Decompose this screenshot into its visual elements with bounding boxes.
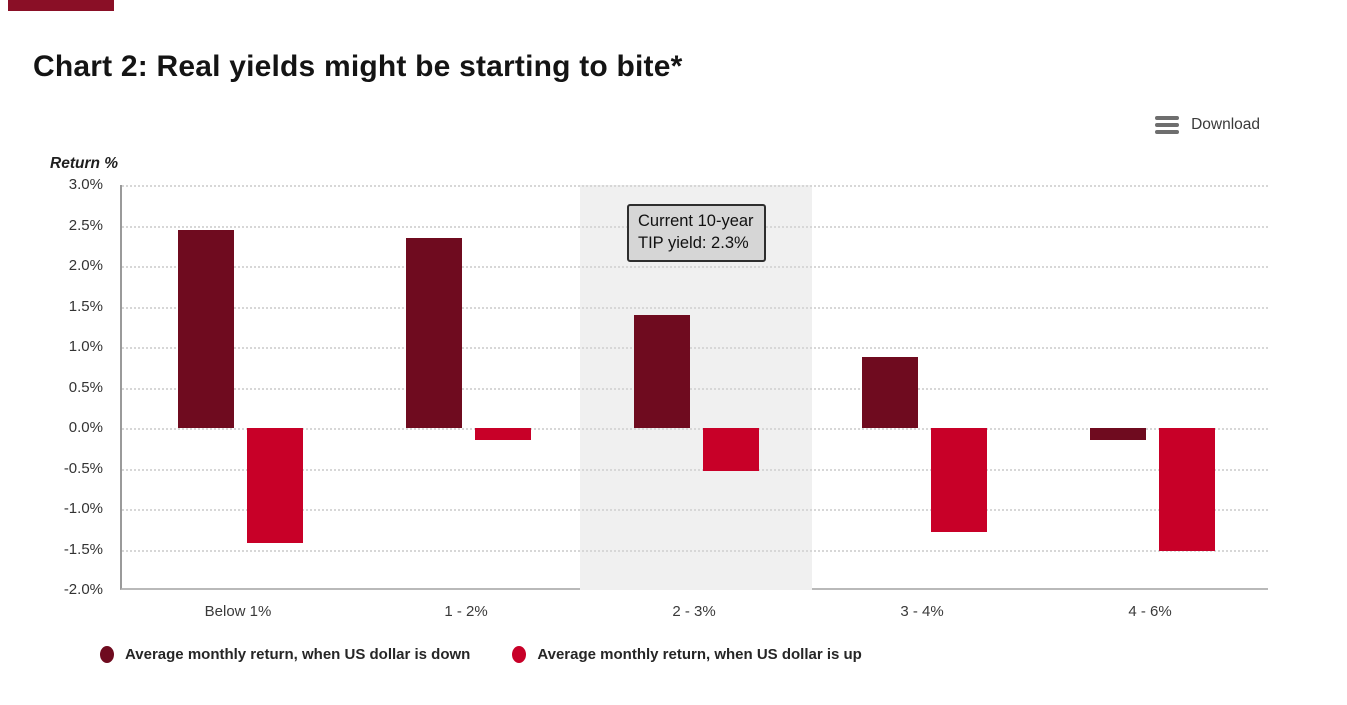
- gridline: [122, 387, 1268, 390]
- bar-down-1: [405, 237, 462, 428]
- bar-down-4: [1089, 428, 1146, 441]
- y-tick-label: 2.0%: [68, 257, 103, 274]
- gridline: [122, 306, 1268, 309]
- bar-up-3: [930, 428, 987, 532]
- legend-item-dollar-up: Average monthly return, when US dollar i…: [512, 646, 862, 663]
- bar-up-2: [702, 428, 759, 471]
- annotation-line-1: Current 10-year: [638, 212, 754, 230]
- y-tick-label: 1.0%: [68, 338, 103, 355]
- legend-marker-dollar-up: [512, 646, 527, 663]
- download-button[interactable]: Download: [1155, 116, 1260, 134]
- x-tick-label: 4 - 6%: [1128, 603, 1172, 620]
- y-tick-label: -1.0%: [63, 500, 103, 517]
- x-tick-label: 2 - 3%: [672, 603, 716, 620]
- hamburger-menu-icon: [1155, 116, 1180, 134]
- legend-item-dollar-down: Average monthly return, when US dollar i…: [100, 646, 470, 663]
- gridline: [122, 266, 1268, 268]
- annotation-line-2: TIP yield: 2.3%: [638, 234, 749, 252]
- annotation-box: Current 10-year TIP yield: 2.3%: [627, 204, 766, 262]
- plot-area: Current 10-year TIP yield: 2.3%: [120, 185, 1268, 590]
- y-tick-label: 2.5%: [68, 216, 103, 234]
- y-tick-label: 3.0%: [68, 176, 103, 193]
- bar-up-0: [246, 428, 303, 544]
- gridline: [122, 185, 1268, 187]
- x-tick-label: 1 - 2%: [444, 603, 488, 620]
- legend-label-dollar-down: Average monthly return, when US dollar i…: [125, 646, 471, 663]
- y-axis-title: Return %: [50, 155, 119, 172]
- y-tick-label: -2.0%: [63, 581, 103, 598]
- bar-up-1: [474, 428, 531, 441]
- bar-up-4: [1158, 428, 1215, 552]
- legend-label-dollar-up: Average monthly return, when US dollar i…: [537, 646, 862, 663]
- legend: Average monthly return, when US dollar i…: [100, 646, 862, 663]
- page-title: Chart 2: Real yields might be starting t…: [33, 50, 683, 83]
- y-tick-label: -0.5%: [63, 459, 103, 477]
- bar-down-3: [861, 356, 918, 428]
- y-tick-label: 0.0%: [68, 419, 103, 436]
- x-tick-label: 3 - 4%: [900, 603, 944, 620]
- gridline: [122, 347, 1268, 349]
- download-label: Download: [1191, 116, 1260, 133]
- bar-down-2: [633, 314, 690, 428]
- legend-marker-dollar-down: [100, 646, 114, 663]
- bar-down-0: [177, 229, 234, 428]
- gridline: [122, 468, 1268, 471]
- y-tick-label: -1.5%: [63, 540, 103, 558]
- brand-accent-bar: [8, 0, 114, 11]
- gridline: [122, 428, 1268, 430]
- gridline: [122, 549, 1268, 552]
- gridline: [122, 509, 1268, 511]
- y-tick-label: 1.5%: [68, 297, 103, 315]
- x-tick-label: Below 1%: [204, 603, 272, 620]
- y-tick-label: 0.5%: [68, 378, 103, 396]
